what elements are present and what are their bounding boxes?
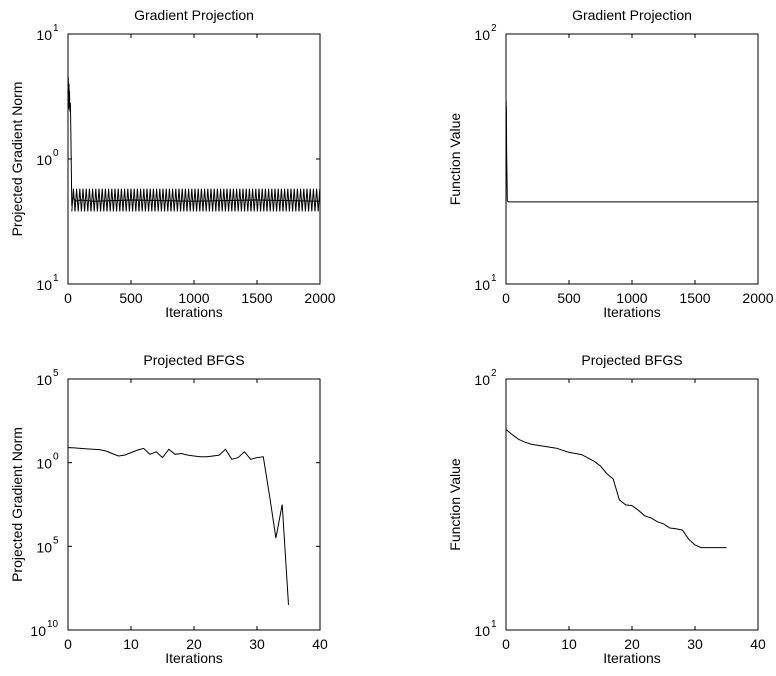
chart-title: Gradient Projection <box>572 7 692 23</box>
y-tick-exponent: 0 <box>53 452 59 463</box>
x-tick-label: 20 <box>624 636 640 652</box>
y-tick-exponent: 5 <box>53 368 59 379</box>
chart-title: Gradient Projection <box>134 7 254 23</box>
x-tick-label: 0 <box>502 636 510 652</box>
x-tick-label: 1000 <box>616 290 647 306</box>
x-tick-label: 30 <box>687 636 703 652</box>
x-tick-label: 1500 <box>679 290 710 306</box>
chart-title: Projected BFGS <box>143 352 244 368</box>
y-tick-exponent: 2 <box>491 23 497 34</box>
x-axis-label: Iterations <box>603 304 661 320</box>
y-tick-exponent: 5 <box>53 535 59 546</box>
y-tick-label: 10 <box>36 152 52 168</box>
x-tick-label: 30 <box>249 636 265 652</box>
axes-frame <box>505 378 759 631</box>
y-tick-exponent: 1 <box>53 23 59 34</box>
x-tick-label: 0 <box>502 290 510 306</box>
chart-title: Projected BFGS <box>581 352 682 368</box>
x-tick-label: 0 <box>64 636 72 652</box>
y-axis-label: Function Value <box>447 458 463 551</box>
y-tick-label: 10 <box>36 27 52 43</box>
x-tick-label: 1500 <box>241 290 272 306</box>
y-tick-exponent: 0 <box>53 148 59 159</box>
series-line <box>505 429 727 549</box>
x-tick-label: 20 <box>186 636 202 652</box>
x-tick-label: 0 <box>64 290 72 306</box>
series-line <box>505 98 758 203</box>
y-tick-exponent: 2 <box>491 368 497 379</box>
y-tick-exponent: 1 <box>491 619 497 630</box>
y-tick-label: 10 <box>36 456 52 472</box>
y-tick-exponent: 1 <box>53 273 59 284</box>
x-tick-label: 500 <box>557 290 581 306</box>
x-tick-label: 10 <box>123 636 139 652</box>
x-tick-label: 2000 <box>304 290 335 306</box>
y-tick-label: 10 <box>30 623 46 639</box>
y-tick-exponent: 10 <box>47 619 59 630</box>
y-tick-exponent: 1 <box>491 273 497 284</box>
series-line <box>67 77 321 207</box>
y-axis-label: Projected Gradient Norm <box>9 427 25 582</box>
x-tick-label: 40 <box>312 636 328 652</box>
y-tick-label: 10 <box>474 372 490 388</box>
y-tick-label: 10 <box>474 27 490 43</box>
x-tick-label: 2000 <box>742 290 773 306</box>
y-axis-label: Projected Gradient Norm <box>9 82 25 237</box>
x-axis-label: Iterations <box>165 650 223 666</box>
x-tick-label: 1000 <box>178 290 209 306</box>
axes-frame <box>67 33 321 285</box>
x-tick-label: 40 <box>750 636 766 652</box>
x-axis-label: Iterations <box>165 304 223 320</box>
y-axis-label: Function Value <box>447 113 463 206</box>
series-line <box>67 447 289 605</box>
y-tick-label: 10 <box>474 277 490 293</box>
y-tick-label: 10 <box>36 539 52 555</box>
y-tick-label: 10 <box>36 372 52 388</box>
axes-frame <box>505 33 759 285</box>
x-tick-label: 500 <box>119 290 143 306</box>
series-oscillation <box>71 188 321 212</box>
y-tick-label: 10 <box>36 277 52 293</box>
y-tick-label: 10 <box>474 623 490 639</box>
x-axis-label: Iterations <box>603 650 661 666</box>
x-tick-label: 10 <box>561 636 577 652</box>
